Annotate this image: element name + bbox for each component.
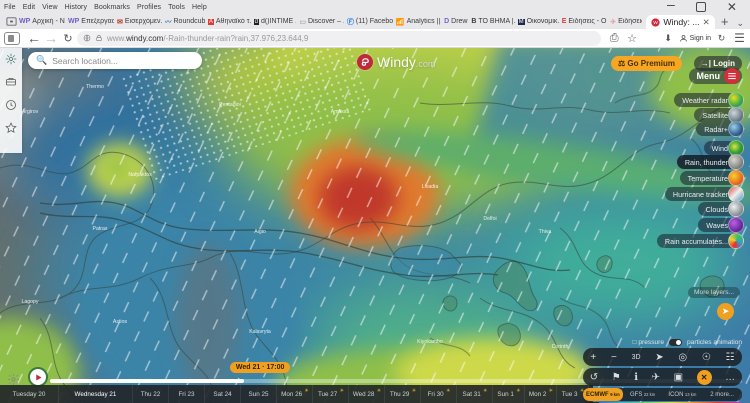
svg-text:W: W <box>654 20 659 26</box>
